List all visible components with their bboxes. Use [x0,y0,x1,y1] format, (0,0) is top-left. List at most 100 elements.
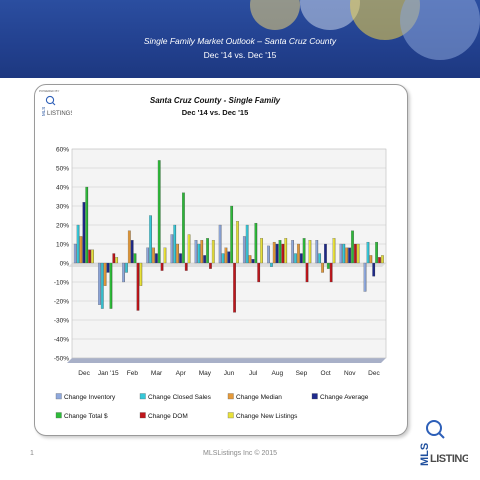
bar [378,257,381,264]
bar [112,253,116,264]
bar [351,230,354,264]
bar-shade [352,230,354,263]
bar-shade [210,263,212,269]
bar-shade [355,244,357,263]
mls-logo-large: MLS LISTINGS [419,420,468,466]
bar [329,262,333,283]
bar-shade [108,263,110,273]
bar [245,224,249,264]
bar-shade [220,225,222,263]
bar [79,236,83,264]
bar-shade [280,240,282,263]
bar [125,262,128,273]
bar-shade [148,247,149,263]
mls-logo-small: POWERED BY MLS LISTINGS [39,89,72,117]
bar-shade [114,253,116,263]
bar-shade [310,240,312,263]
bar [302,238,306,264]
bar [98,262,101,305]
bar-shade [156,253,158,263]
bar [109,262,113,309]
header-banner: Single Family Market Outlook – Santa Cru… [0,0,480,78]
bar [152,247,155,264]
x-tick-label: Oct [321,370,331,377]
logo-mls: MLS [41,107,46,116]
bar [206,238,209,264]
y-tick-label: -40% [54,337,69,344]
y-tick-label: 0% [60,261,70,268]
bar-shade [317,240,319,263]
bar [254,222,258,264]
bar-shade [141,263,143,286]
bar [363,262,367,292]
bar-shade [325,244,327,263]
bar [187,234,191,264]
bar [115,257,119,264]
bar-shade [75,244,77,263]
bar [209,262,212,269]
mls-logo-handle [52,102,56,106]
x-tick-label: Jun [224,370,235,377]
bar-shade [123,263,125,282]
legend-swatch [55,393,62,400]
bar [88,249,91,264]
bar [170,234,174,264]
bar-shade [341,244,343,263]
bar-shade [105,263,107,286]
bar-shade [293,240,294,263]
logo-powered-by: POWERED BY [39,89,59,93]
bar [122,262,125,283]
bar-shade [250,255,252,263]
bar-shade [283,244,285,263]
y-tick-label: 30% [56,204,69,211]
x-tick-label: May [199,370,212,377]
bar [218,224,222,264]
bar-shade [126,263,128,273]
bar-shade [277,244,279,263]
bar [224,247,228,264]
bar [221,253,225,264]
bar [297,243,300,264]
bar [369,255,373,264]
bar [106,262,110,273]
bar [149,215,152,264]
bar [315,240,319,264]
bar [305,262,309,283]
bar-shade [159,160,161,263]
bar [91,249,94,264]
bar [82,202,86,264]
bar [139,262,143,286]
bar [284,238,288,264]
bar-shade [78,225,80,263]
bar-shade [259,263,260,282]
bar [157,160,161,264]
bar-shade [132,240,134,263]
bar-shade [320,253,321,263]
legend-swatch [139,412,146,419]
bar [127,230,131,264]
bar-shade [350,247,351,263]
bar-shade [229,251,231,263]
mls-logo-ring [45,95,55,105]
bar-shade [256,223,258,263]
bar-shade [87,187,88,263]
y-tick-label: 40% [56,185,69,192]
mls-logo-handle [438,432,445,439]
bar-shade [183,192,185,263]
bar [380,255,384,264]
bar-shade [271,263,273,267]
logo-listings: LISTINGS [47,111,72,117]
logo-listings: LISTINGS [430,453,468,465]
bar-shade [117,257,118,263]
bar-shade [237,221,239,263]
chart-floor [67,358,386,363]
bar-shade [382,255,384,263]
legend-swatch [311,393,318,400]
bar [308,240,312,264]
bar [281,243,285,264]
bar-shade [186,263,188,271]
bar-shade [207,238,209,263]
bar [339,243,343,264]
x-tick-label: Dec [78,370,90,377]
y-tick-label: 20% [56,223,69,230]
